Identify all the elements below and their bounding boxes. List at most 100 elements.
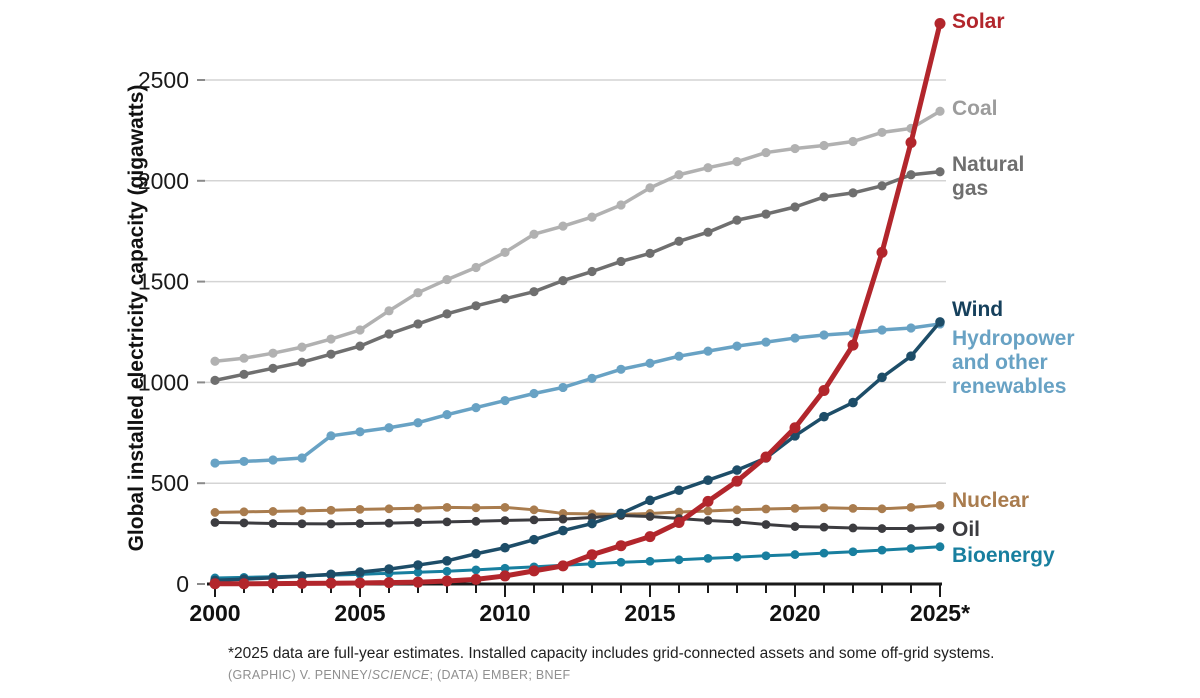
data-point-nuclear [500, 502, 510, 512]
data-point-hydropower [587, 373, 597, 383]
data-point-wind [558, 525, 568, 536]
data-point-natural-gas [239, 369, 249, 379]
data-point-nuclear [442, 502, 452, 512]
data-point-nuclear [326, 505, 336, 515]
data-point-oil [297, 519, 307, 529]
data-point-solar [557, 560, 569, 572]
data-point-wind [471, 548, 481, 559]
data-point-nuclear [906, 502, 916, 512]
data-point-wind [529, 534, 539, 545]
data-point-hydropower [616, 364, 626, 374]
data-point-hydropower [674, 351, 684, 361]
data-point-oil [239, 518, 249, 528]
series-line-coal [214, 109, 941, 363]
data-point-natural-gas [326, 349, 336, 359]
x-tick-label: 2010 [479, 600, 530, 626]
data-point-coal [761, 147, 771, 158]
data-point-natural-gas [790, 202, 800, 212]
data-point-hydropower [355, 427, 365, 437]
series-line-nuclear [214, 503, 941, 516]
data-point-bioenergy [819, 548, 829, 558]
data-point-bioenergy [616, 557, 626, 567]
data-point-solar [499, 570, 511, 582]
data-point-natural-gas [906, 170, 916, 180]
series-line-oil [214, 513, 941, 531]
data-point-nuclear [413, 503, 423, 513]
x-tick-label: 2000 [189, 600, 240, 626]
y-tick-label: 1500 [138, 269, 189, 295]
data-point-oil [848, 523, 858, 533]
data-point-oil [529, 515, 539, 525]
data-point-oil [935, 523, 945, 532]
data-point-oil [761, 520, 771, 529]
data-point-nuclear [529, 505, 539, 515]
data-point-coal [558, 221, 568, 231]
data-point-wind [935, 317, 945, 327]
data-point-bioenergy [906, 544, 916, 553]
data-point-natural-gas [210, 375, 220, 385]
data-point-natural-gas [442, 309, 452, 319]
data-point-bioenergy [674, 555, 684, 565]
data-point-coal [616, 200, 626, 210]
footnote: *2025 data are full-year estimates. Inst… [228, 645, 995, 662]
data-point-nuclear [790, 504, 800, 513]
data-point-coal [442, 274, 452, 285]
credit-publication: SCIENCE [371, 668, 430, 682]
data-point-bioenergy [848, 547, 858, 557]
data-point-solar [383, 577, 395, 589]
data-point-natural-gas [297, 357, 307, 367]
data-point-coal [239, 353, 249, 363]
data-point-wind [500, 542, 510, 553]
data-point-oil [703, 516, 713, 525]
data-point-hydropower [326, 431, 336, 441]
data-point-wind [442, 556, 452, 566]
data-point-nuclear [297, 506, 307, 516]
data-point-natural-gas [877, 181, 887, 191]
data-point-solar [238, 578, 250, 590]
data-point-bioenergy [790, 550, 800, 559]
series-coal [210, 106, 945, 366]
data-point-oil [442, 517, 452, 527]
data-point-hydropower [239, 456, 249, 467]
series-natural-gas [210, 167, 945, 385]
data-point-hydropower [877, 325, 887, 335]
data-point-coal [210, 356, 220, 366]
data-point-natural-gas [645, 248, 655, 258]
data-point-oil [645, 512, 655, 521]
credit-line: (GRAPHIC) V. PENNEY/SCIENCE; (DATA) EMBE… [228, 668, 570, 682]
data-point-natural-gas [384, 329, 394, 339]
y-tick-label: 2000 [138, 168, 189, 194]
y-tick-label: 500 [151, 470, 189, 496]
data-point-hydropower [703, 346, 713, 356]
series-line-natural-gas [214, 169, 941, 383]
data-point-natural-gas [703, 227, 713, 237]
data-point-natural-gas [587, 266, 597, 277]
data-point-hydropower [558, 382, 568, 393]
data-point-solar [847, 339, 859, 351]
data-point-nuclear [877, 504, 887, 514]
data-point-solar [905, 136, 917, 148]
data-point-natural-gas [935, 167, 945, 177]
data-point-hydropower [297, 453, 307, 463]
data-point-bioenergy [877, 545, 887, 555]
data-point-bioenergy [732, 552, 742, 562]
series-solar [209, 18, 946, 590]
data-point-oil [877, 524, 887, 533]
data-point-wind [413, 560, 423, 570]
data-point-solar [528, 565, 540, 577]
data-point-coal [732, 157, 742, 167]
y-tick-label: 2500 [138, 67, 189, 93]
data-point-hydropower [500, 395, 510, 406]
data-point-bioenergy [935, 542, 945, 552]
data-point-hydropower [413, 418, 423, 428]
data-point-solar [412, 576, 424, 588]
data-point-solar [470, 573, 482, 585]
data-point-oil [790, 522, 800, 531]
data-point-hydropower [442, 410, 452, 420]
data-point-oil [819, 522, 829, 532]
data-point-natural-gas [848, 188, 858, 198]
data-point-nuclear [703, 506, 713, 516]
data-point-bioenergy [645, 556, 655, 566]
data-point-coal [384, 306, 394, 316]
